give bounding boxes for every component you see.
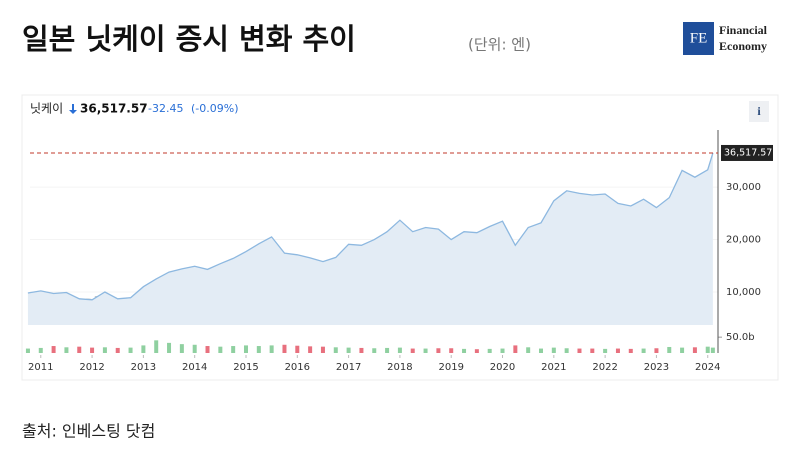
quote-change: -32.45 [148, 102, 183, 115]
x-tick-label: 2022 [592, 362, 617, 373]
logo-box [683, 22, 714, 55]
volume-bar [500, 348, 505, 353]
volume-bar [102, 347, 107, 353]
volume-bar [487, 348, 492, 353]
volume-bar [667, 346, 672, 353]
logo-mark: FE [690, 30, 708, 46]
volume-bar [526, 347, 531, 353]
source: 출처: 인베스팅 닷컴 [22, 422, 155, 441]
volume-bar [167, 342, 172, 353]
y-tick-label: 20,000 [726, 235, 761, 246]
line [27, 152, 714, 301]
last-price-label: 36,517.57 [724, 147, 772, 158]
volume-bar [128, 347, 133, 353]
volume-bar [64, 347, 69, 353]
volume-bar [449, 348, 454, 353]
x-tick-label: 2013 [131, 362, 156, 373]
volume-bar [710, 347, 715, 353]
volume-bar [51, 346, 56, 353]
volume-bar [692, 347, 697, 353]
logo-text: Financial [719, 23, 768, 37]
volume-bar [590, 348, 595, 353]
volume-bar [256, 346, 261, 353]
volume-bar [423, 348, 428, 353]
volume-bar [513, 345, 518, 353]
x-tick-label: 2023 [644, 362, 669, 373]
volume-bar [397, 347, 402, 353]
x-tick-label: 2017 [336, 362, 361, 373]
quote-price: 36,517.57 [80, 102, 148, 116]
volume-bar [231, 346, 236, 353]
volume-bar [628, 348, 633, 353]
volume-bar [90, 347, 95, 353]
volume-bar [551, 347, 556, 353]
y-tick-label: 10,000 [726, 287, 761, 298]
volume-bar [320, 346, 325, 353]
volume-bar [192, 344, 197, 353]
x-tick-label: 2021 [541, 362, 566, 373]
volume-bar [436, 348, 441, 353]
volume-bar [25, 348, 30, 353]
area [27, 153, 713, 325]
volume-bar [603, 348, 608, 353]
volume-bar [141, 345, 146, 353]
volume-bar [38, 347, 43, 353]
volume-bar [654, 348, 659, 353]
volume-bar [243, 345, 248, 353]
volume-bar [359, 347, 364, 353]
volume-bar [680, 347, 685, 353]
page-subtitle: (단위: 엔) [468, 36, 531, 54]
volume-bar [346, 347, 351, 353]
volume-bar [474, 349, 479, 353]
logo-text: Economy [719, 39, 767, 53]
volume-bar [385, 347, 390, 353]
info-icon[interactable]: i [757, 104, 761, 118]
info-button[interactable] [749, 101, 769, 122]
volume-bar [410, 348, 415, 353]
down-arrow [69, 104, 77, 114]
x-tick-label: 2019 [438, 362, 463, 373]
x-tick-label: 2018 [387, 362, 412, 373]
volume-bar [218, 346, 223, 353]
volume-bar [308, 346, 313, 353]
quote-name: 닛케이 [30, 102, 63, 116]
volume-bar [179, 344, 184, 353]
volume-bar [282, 344, 287, 353]
x-tick-label: 2016 [285, 362, 310, 373]
volume-bar [269, 345, 274, 353]
volume-bar [115, 347, 120, 353]
x-tick-label: 2014 [182, 362, 207, 373]
volume-bar [333, 347, 338, 353]
volume-bar [615, 348, 620, 353]
volume-bar [641, 348, 646, 353]
x-tick-label: 2024 [695, 362, 720, 373]
volume-bar [462, 348, 467, 353]
volume-bar [77, 346, 82, 353]
x-tick-label: 2015 [233, 362, 258, 373]
volume-bar [372, 348, 377, 353]
quote-change-pct: (-0.09%) [191, 102, 239, 115]
page-title: 일본 닛케이 증시 변화 추이 [22, 22, 356, 56]
x-tick-label: 2012 [79, 362, 104, 373]
volume-bar [295, 345, 300, 353]
y-tick-label: 30,000 [726, 182, 761, 193]
volume-bar [154, 340, 159, 353]
volume-bar [538, 348, 543, 353]
volume-bar [705, 346, 710, 353]
x-tick-label: 2020 [490, 362, 515, 373]
volume-bar [577, 348, 582, 353]
volume-bar [205, 346, 210, 353]
last-price-box [721, 144, 773, 161]
y2-tick-label: 50.0b [726, 332, 755, 343]
volume-bar [564, 348, 569, 353]
x-tick-label: 2011 [28, 362, 53, 373]
